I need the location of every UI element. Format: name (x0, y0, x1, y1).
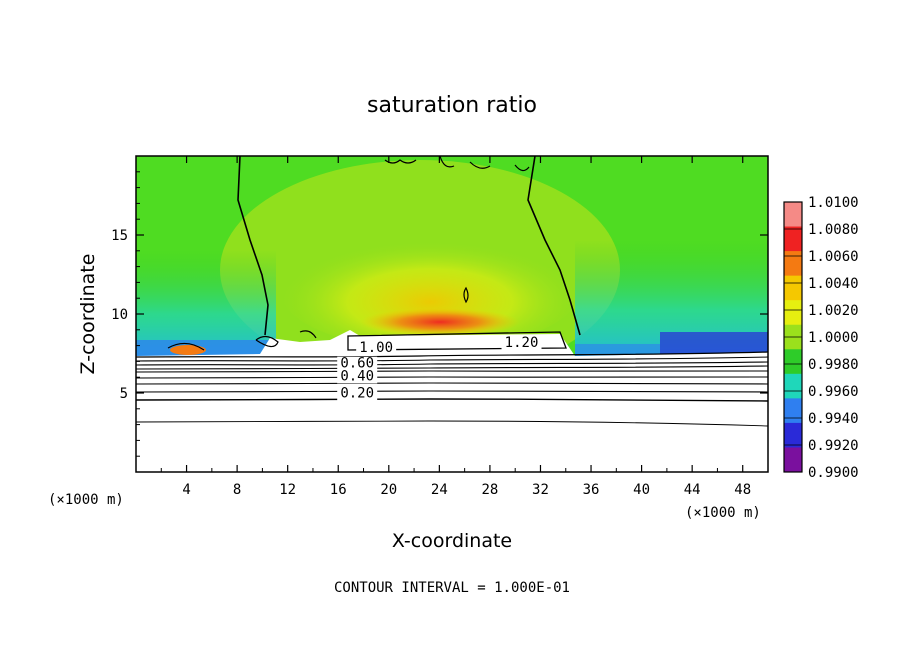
contour-label-bg (337, 369, 378, 384)
colorbar-label: 1.0000 (808, 330, 859, 346)
contour-label: 0.20 (340, 386, 374, 402)
x-axis-unit-right: (×1000 m) (685, 505, 761, 521)
field-cloud-top (136, 330, 768, 360)
contour-label: 0.40 (340, 368, 374, 384)
colorbar-label: 1.0040 (808, 276, 859, 292)
x-tick-label: 20 (380, 482, 397, 498)
contour-left-blobs (167, 330, 317, 351)
field-red-core (360, 308, 520, 336)
x-tick-label: 28 (481, 482, 498, 498)
contour-1-20-box (347, 331, 567, 351)
contour-label-bg (501, 336, 542, 351)
contour-0-80 (136, 361, 768, 366)
colorbar: 1.0100 1.0080 1.0060 1.0040 1.0020 1.0000 0.99… (783, 195, 859, 481)
colorbar-segment (784, 202, 802, 228)
colorbar-label: 0.9920 (808, 438, 859, 454)
field-cloud-region (136, 356, 768, 472)
x-tick-label: 16 (330, 482, 347, 498)
colorbar-label: 0.9980 (808, 357, 859, 373)
x-axis-ticks: 4 8 12 16 20 24 28 32 36 40 44 48 (160, 156, 751, 498)
contour-label: 1.20 (505, 335, 539, 351)
x-tick-label: 44 (684, 482, 701, 498)
contour-label: 0.60 (340, 356, 374, 372)
contour-0-60 (136, 370, 768, 373)
chart-title: saturation ratio (367, 93, 537, 118)
x-tick-label: 12 (279, 482, 296, 498)
contour-0-70 (136, 365, 768, 370)
x-tick-label: 4 (182, 482, 190, 498)
field-blue-edge-left (136, 340, 276, 356)
contour-1-00 (136, 351, 768, 358)
contour-top-wisps (384, 156, 530, 172)
x-axis-unit-left: (×1000 m) (48, 492, 124, 508)
contour-label: 1.00 (359, 340, 393, 356)
x-tick-label: 32 (532, 482, 549, 498)
x-tick-label: 36 (583, 482, 600, 498)
contour-label-bg (337, 356, 378, 371)
colorbar-segment (784, 373, 802, 399)
contour-0-10 (136, 420, 768, 427)
x-tick-label: 40 (633, 482, 650, 498)
colorbar-label: 0.9960 (808, 384, 859, 400)
colorbar-segment (784, 300, 802, 326)
contour-1-00-left (237, 156, 269, 336)
y-axis-label: Z-coordinate (77, 254, 99, 375)
colorbar-segment (784, 275, 802, 301)
contour-label-bg (356, 340, 397, 355)
field-orange-blob (170, 345, 206, 355)
colorbar-segment (784, 226, 802, 252)
contour-0-50 (136, 376, 768, 379)
colorbar-segment (784, 422, 802, 448)
y-tick-label: 10 (111, 307, 128, 323)
contour-interval-note: CONTOUR INTERVAL = 1.000E-01 (334, 580, 570, 596)
x-tick-label: 8 (233, 482, 241, 498)
field-cyan-left (136, 250, 276, 356)
colorbar-label: 1.0080 (808, 222, 859, 238)
x-tick-label: 24 (431, 482, 448, 498)
contour-label-bg (337, 386, 378, 401)
colorbar-label: 1.0100 (808, 195, 859, 211)
colorbar-segment (784, 398, 802, 424)
y-tick-label: 15 (111, 228, 128, 244)
colorbar-label: 1.0020 (808, 303, 859, 319)
field-blue-edge-mid (575, 344, 660, 356)
contour-small-loop (463, 286, 469, 304)
contour-0-30 (136, 390, 768, 393)
colorbar-segment (784, 447, 802, 473)
colorbar-label: 0.9940 (808, 411, 859, 427)
colorbar-label: 0.9900 (808, 465, 859, 481)
y-axis-ticks: 5 10 15 (111, 171, 768, 457)
contour-0-40 (136, 382, 768, 385)
x-axis-label: X-coordinate (392, 530, 512, 552)
x-tick-label: 48 (734, 482, 751, 498)
contour-0-90 (136, 356, 768, 362)
contour-0-20 (136, 398, 768, 402)
colorbar-label: 1.0060 (808, 249, 859, 265)
colorbar-segment (784, 251, 802, 277)
colorbar-segment (784, 349, 802, 375)
contour-1-00-right (527, 156, 581, 336)
y-tick-label: 5 (120, 386, 128, 402)
saturation-field (136, 156, 768, 472)
contour-labels: 1.00 1.20 0.600.40 0.20 (337, 335, 542, 402)
